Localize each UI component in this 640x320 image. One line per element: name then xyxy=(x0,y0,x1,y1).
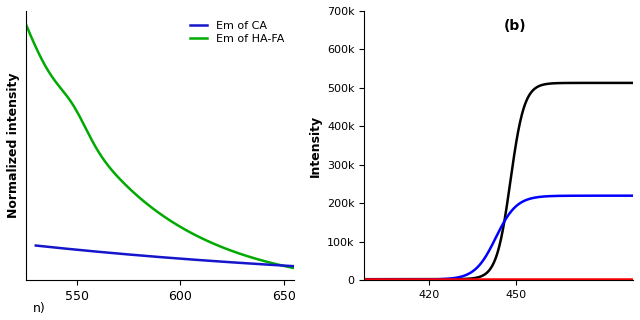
Y-axis label: Intensity: Intensity xyxy=(308,115,321,177)
X-axis label: n): n) xyxy=(33,302,45,315)
Legend: Em of CA, Em of HA-FA: Em of CA, Em of HA-FA xyxy=(186,17,289,49)
Y-axis label: Normalized intensity: Normalized intensity xyxy=(7,73,20,218)
Text: (b): (b) xyxy=(504,19,527,33)
